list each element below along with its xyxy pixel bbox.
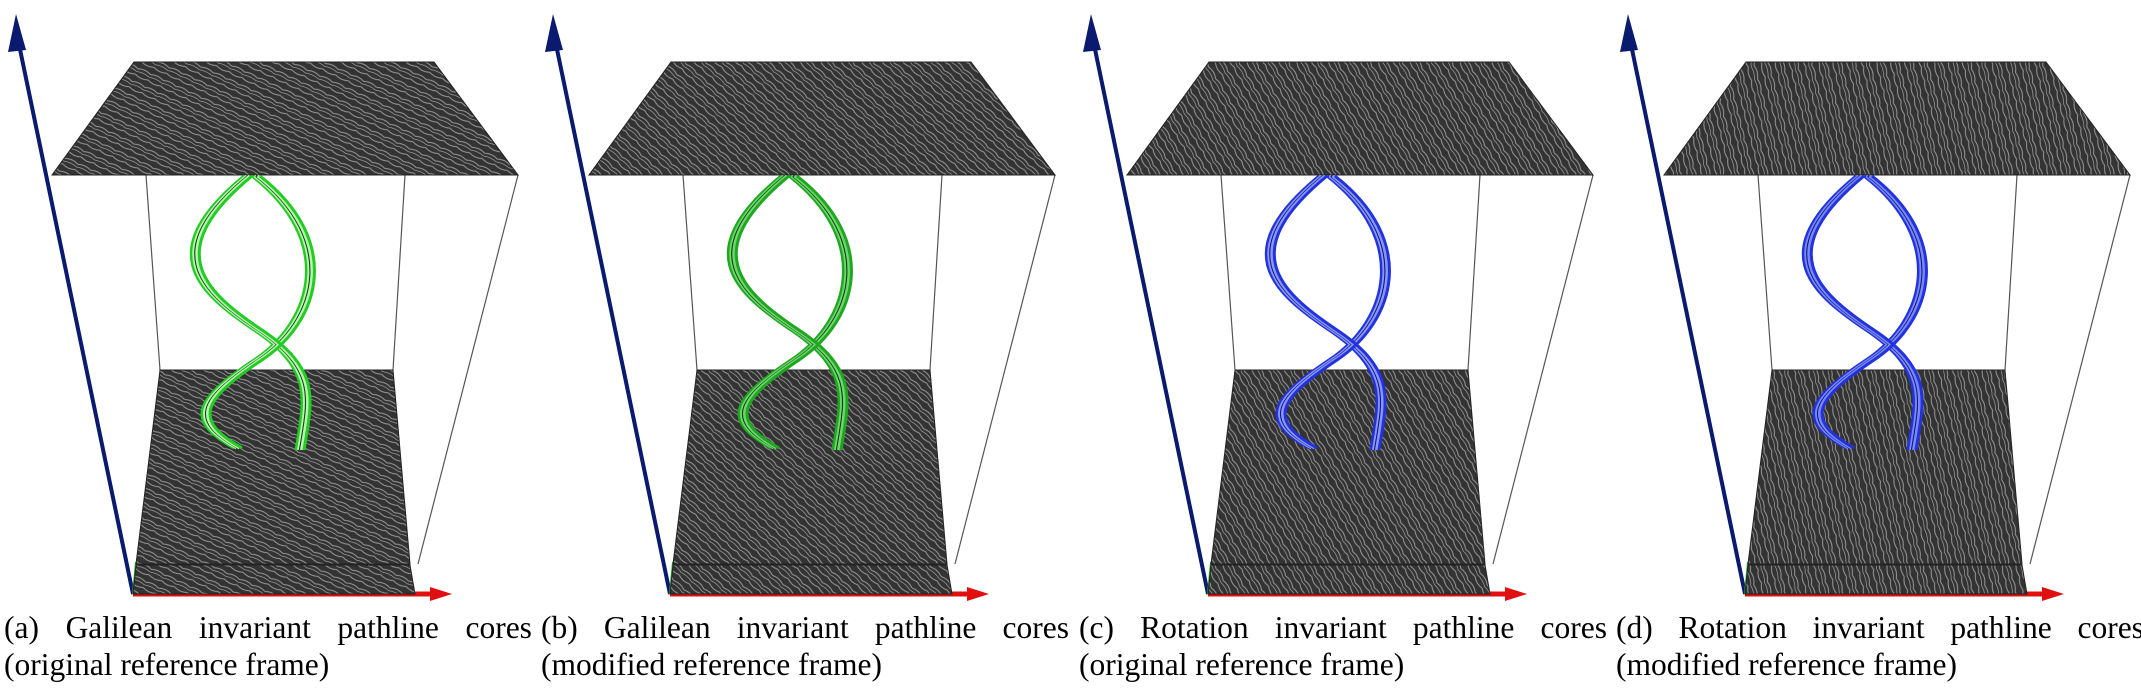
horizontal-axis-arrowhead [430,587,452,601]
vertical-axis [1089,29,1210,595]
caption-word: pathline [337,610,439,645]
box-edge [1220,174,1236,371]
caption-line1: (a) Galilean invariant pathline cores [4,609,532,646]
pathline-core [1281,174,1389,450]
pathline-core [1820,174,1928,450]
box-edge [682,174,698,371]
box-edge [1492,174,1594,565]
caption: (c) Rotation invariant pathline cores (o… [1079,609,1607,683]
vertical-axis [14,29,135,595]
caption-line2: (modified reference frame) [1616,647,1958,682]
box-edge [1467,174,1481,371]
caption-word: invariant [736,610,849,645]
bottom-slice [1210,369,1486,565]
pathline-core [734,174,849,451]
top-slice [1126,61,1594,176]
panel-a: (a) Galilean invariant pathline cores (o… [0,0,535,696]
caption-word: Galilean [65,610,173,645]
pathline-cores [1264,174,1391,451]
bottom-slice [135,369,411,565]
top-slice [1663,61,2131,176]
pathline-cores [726,174,853,451]
pathline-core [200,174,308,450]
caption-word: pathline [1950,610,2052,645]
box-edge [929,174,943,371]
figure-render [8,14,519,601]
figure-render [1083,14,1594,601]
caption-line2: (original reference frame) [1079,647,1405,682]
horizontal-axis-arrowhead [1505,587,1527,601]
pathline-core [208,174,316,450]
box-edge [1757,174,1773,371]
panel-b: (b) Galilean invariant pathline cores (m… [537,0,1072,696]
caption-word: Rotation [1140,610,1249,645]
caption-line1: (d) Rotation invariant pathline cores [1616,609,2141,646]
pathline-core [1272,174,1387,451]
box-edge [2029,174,2131,565]
caption-word: invariant [1274,610,1387,645]
pathline-core [206,174,314,450]
pathline-core [745,174,853,450]
caption: (b) Galilean invariant pathline cores (m… [541,609,1069,683]
top-slice [51,61,519,176]
horizontal-axis-arrowhead [967,587,989,601]
caption: (a) Galilean invariant pathline cores (o… [4,609,532,683]
caption-word: cores [2077,610,2141,645]
panel-c: (c) Rotation invariant pathline cores (o… [1075,0,1610,696]
vertical-axis-arrowhead [1083,14,1101,52]
pathline-cores [189,174,316,451]
box-edge [145,174,161,371]
caption-tag: (b) [541,610,578,645]
horizontal-axis-arrowhead [2042,587,2064,601]
pathline-core [1809,174,1924,451]
vertical-axis-arrowhead [545,14,563,52]
box-edge [2004,174,2018,371]
pathline-core [1812,174,1920,450]
caption-word: invariant [198,610,311,645]
caption-word: pathline [1412,610,1515,645]
caption-word: Galilean [603,610,711,645]
caption-tag: (a) [4,610,39,645]
vertical-axis-arrowhead [1620,14,1638,52]
pathline-core [1283,174,1391,450]
caption-line1: (c) Rotation invariant pathline cores [1079,609,1607,646]
pathline-core [197,174,312,451]
caption-word: cores [1002,610,1069,645]
base-slice [1207,564,1491,595]
caption-word: cores [1540,610,1607,645]
bottom-slice [1747,369,2023,565]
caption-word: invariant [1812,610,1925,645]
box-edge [954,174,1056,565]
vertical-axis-arrowhead [8,14,26,52]
caption-tag: (d) [1616,610,1653,645]
caption-word: Rotation [1678,610,1787,645]
pathline-cores [1801,174,1928,451]
caption: (d) Rotation invariant pathline cores (m… [1616,609,2141,683]
caption-line2: (modified reference frame) [541,647,883,682]
pathline-core [737,174,845,450]
box-edge [392,174,406,371]
base-slice [132,564,416,595]
vertical-axis [1626,29,1747,595]
base-slice [1744,564,2028,595]
top-slice [588,61,1056,176]
base-slice [669,564,953,595]
pathline-core [1818,174,1926,450]
caption-line2: (original reference frame) [4,647,330,682]
vertical-axis [551,29,672,595]
pathline-core [743,174,851,450]
caption-word: cores [465,610,532,645]
figure-render [545,14,1056,601]
caption-word: pathline [874,610,977,645]
bottom-slice [672,369,948,565]
panel-d: (d) Rotation invariant pathline cores (m… [1612,0,2141,696]
box-edge [417,174,519,565]
pathline-core [1275,174,1383,450]
caption-tag: (c) [1079,610,1114,645]
figure-render [1620,14,2131,601]
caption-line1: (b) Galilean invariant pathline cores [541,609,1069,646]
